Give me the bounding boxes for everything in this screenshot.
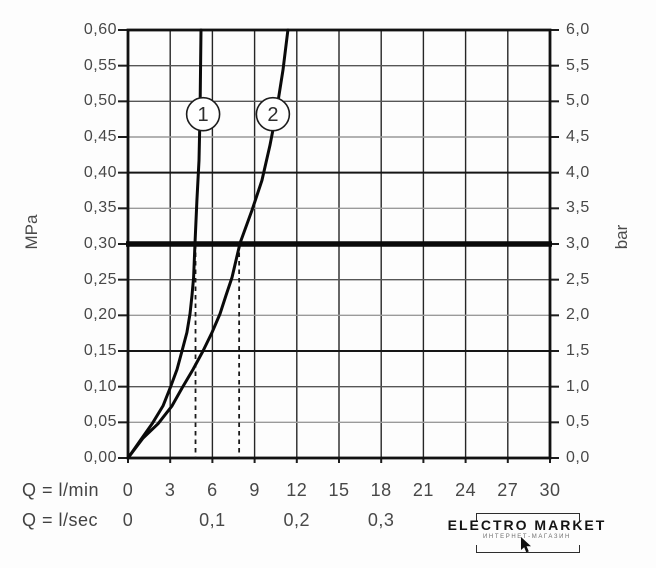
bar-tick-label: 5,0: [566, 92, 590, 110]
mpa-tick-label: 0,10: [83, 377, 117, 395]
bar-tick-label: 0,5: [566, 413, 590, 431]
mpa-tick-label: 0,45: [83, 128, 117, 145]
mpa-tick-label: 0,60: [83, 21, 117, 38]
bar-tick-label: 2,5: [566, 270, 590, 288]
mpa-tick-label: 0,15: [83, 342, 117, 359]
bar-tick-label: 6,0: [566, 21, 590, 38]
x-axis-lmin-prefix: Q = l/min: [22, 480, 100, 500]
lmin-tick-label: 9: [249, 480, 260, 500]
mpa-tick-label: 0,35: [83, 199, 117, 217]
lsec-tick-label: 0,3: [367, 510, 395, 530]
left-axis-unit-label: MPa: [22, 214, 41, 250]
lmin-tick-label: 30: [539, 480, 561, 500]
mouse-pointer-shape: [521, 537, 531, 553]
lmin-tick-label: 18: [370, 480, 392, 500]
bar-tick-label: 3,0: [566, 235, 590, 252]
mpa-tick-label: 0,00: [83, 449, 117, 466]
mpa-tick-label: 0,40: [83, 163, 117, 181]
right-axis-unit-label: bar: [612, 224, 631, 250]
lmin-tick-label: 0: [122, 480, 134, 500]
bar-tick-label: 5,5: [566, 56, 590, 74]
bar-tick-label: 4,5: [566, 128, 590, 145]
bar-tick-label: 4,0: [566, 163, 590, 181]
mpa-tick-label: 0,25: [83, 270, 117, 288]
mouse-pointer-icon: [521, 537, 531, 553]
watermark-frame-bottom: [476, 545, 580, 553]
lmin-tick-label: 12: [286, 480, 308, 500]
bar-tick-label: 2,0: [566, 306, 590, 324]
watermark-title: ELECTRO MARKET: [447, 517, 607, 533]
x-axis-lsec-prefix: Q = l/sec: [22, 510, 99, 530]
lsec-tick-label: 0,1: [199, 510, 226, 530]
watermark-frame-top: [476, 513, 580, 521]
bar-tick-label: 1,5: [566, 342, 590, 359]
curve-2-badge: [255, 96, 291, 132]
bar-tick-label: 3,5: [566, 199, 590, 217]
lmin-tick-label: 27: [497, 480, 519, 500]
lmin-tick-label: 24: [455, 480, 477, 500]
bar-tick-label: 0,0: [566, 449, 590, 466]
bar-tick-label: 1,0: [566, 377, 590, 395]
mpa-tick-label: 0,55: [83, 56, 117, 74]
lsec-tick-label: 0: [122, 510, 134, 530]
curve-1: [126, 28, 203, 460]
lmin-tick-label: 21: [412, 480, 434, 500]
mpa-tick-label: 0,20: [83, 306, 117, 324]
lmin-tick-label: 3: [164, 480, 176, 500]
lsec-tick-label: 0,2: [283, 510, 311, 530]
mpa-tick-label: 0,50: [83, 92, 117, 110]
lmin-tick-label: 15: [328, 480, 350, 500]
mpa-tick-label: 0,05: [83, 413, 117, 431]
curve-2: [126, 28, 290, 460]
lmin-tick-label: 6: [207, 480, 218, 500]
curve-1-badge: [185, 96, 221, 132]
curve-2-badge-label: 2: [267, 104, 278, 126]
watermark-subtitle: ИНТЕРНЕТ-МАГАЗИН: [483, 534, 571, 540]
curve-1-badge-label: 1: [198, 104, 209, 126]
mpa-tick-label: 0,30: [83, 235, 117, 252]
